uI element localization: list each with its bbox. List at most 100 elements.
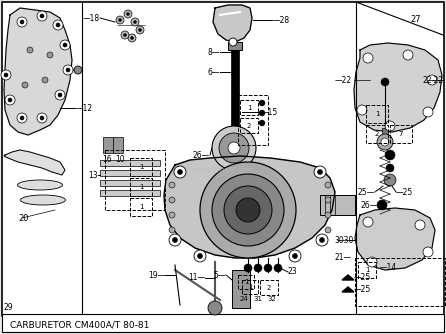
Text: 20: 20 — [18, 213, 29, 222]
Circle shape — [381, 78, 389, 86]
Circle shape — [124, 33, 127, 36]
Text: 31: 31 — [253, 296, 263, 302]
Circle shape — [385, 121, 395, 131]
Polygon shape — [4, 150, 65, 175]
Bar — [100, 160, 160, 166]
Circle shape — [198, 254, 202, 259]
Circle shape — [228, 142, 240, 154]
Circle shape — [385, 150, 395, 160]
Text: —28: —28 — [273, 15, 290, 24]
Circle shape — [139, 28, 141, 31]
Text: 26—: 26— — [361, 200, 378, 209]
Circle shape — [133, 20, 136, 23]
Bar — [2, 314, 444, 332]
Bar — [130, 198, 152, 216]
Circle shape — [325, 197, 331, 203]
Circle shape — [212, 174, 284, 246]
Bar — [320, 195, 355, 215]
Circle shape — [357, 105, 367, 115]
Circle shape — [274, 264, 282, 272]
Circle shape — [212, 126, 256, 170]
Circle shape — [377, 134, 393, 150]
Bar — [100, 170, 160, 176]
Bar — [103, 137, 113, 153]
Circle shape — [58, 93, 62, 97]
Circle shape — [124, 10, 132, 18]
Circle shape — [55, 90, 65, 100]
Bar — [130, 158, 152, 176]
Circle shape — [56, 23, 60, 27]
Text: www.cmsnl.com: www.cmsnl.com — [192, 166, 254, 174]
Circle shape — [128, 34, 136, 42]
Circle shape — [219, 133, 249, 163]
Text: 30—: 30— — [334, 235, 352, 244]
Circle shape — [415, 220, 425, 230]
Circle shape — [174, 166, 186, 178]
Bar — [240, 100, 258, 115]
Ellipse shape — [17, 180, 62, 190]
Bar — [232, 270, 250, 308]
Circle shape — [40, 116, 44, 120]
Bar — [382, 128, 388, 140]
Bar — [366, 125, 388, 143]
Circle shape — [121, 31, 129, 39]
Circle shape — [4, 73, 8, 77]
Text: 2: 2 — [375, 131, 379, 137]
Text: 11—: 11— — [188, 274, 205, 283]
Text: 27: 27 — [410, 15, 421, 24]
Circle shape — [8, 98, 12, 102]
Text: 6—: 6— — [207, 67, 220, 76]
Text: 24: 24 — [240, 296, 248, 302]
Circle shape — [127, 12, 129, 15]
Circle shape — [427, 75, 437, 85]
Polygon shape — [4, 8, 72, 135]
Polygon shape — [164, 156, 335, 258]
Circle shape — [264, 264, 272, 272]
Text: —18: —18 — [83, 13, 100, 22]
Circle shape — [363, 53, 373, 63]
Polygon shape — [355, 208, 435, 270]
Circle shape — [169, 182, 175, 188]
Text: 1: 1 — [244, 279, 248, 285]
Circle shape — [63, 43, 67, 47]
Circle shape — [178, 169, 182, 174]
Circle shape — [37, 113, 47, 123]
Text: 16: 16 — [102, 155, 112, 164]
Circle shape — [53, 20, 63, 30]
Text: —25: —25 — [354, 286, 371, 295]
Circle shape — [20, 20, 24, 24]
Text: 23: 23 — [288, 268, 297, 277]
Circle shape — [17, 113, 27, 123]
Circle shape — [363, 217, 373, 227]
Circle shape — [384, 174, 396, 186]
Circle shape — [40, 14, 44, 18]
Bar — [238, 275, 254, 289]
Circle shape — [316, 234, 328, 246]
Bar — [113, 137, 123, 153]
Text: 2: 2 — [247, 123, 251, 129]
Text: 25—: 25— — [358, 187, 375, 196]
Circle shape — [325, 227, 331, 233]
Circle shape — [173, 237, 178, 242]
Text: 13: 13 — [88, 170, 98, 179]
Circle shape — [318, 169, 322, 174]
Circle shape — [423, 107, 433, 117]
Circle shape — [136, 26, 144, 34]
Text: 1: 1 — [365, 267, 369, 273]
Circle shape — [314, 166, 326, 178]
Text: 1: 1 — [139, 184, 143, 190]
Circle shape — [5, 95, 15, 105]
Circle shape — [403, 50, 413, 60]
Text: 2: 2 — [267, 285, 271, 291]
Circle shape — [169, 234, 181, 246]
Circle shape — [63, 65, 73, 75]
Circle shape — [20, 116, 24, 120]
Text: 1: 1 — [139, 164, 143, 170]
Circle shape — [259, 120, 265, 126]
Polygon shape — [342, 287, 354, 292]
Circle shape — [116, 16, 124, 24]
Ellipse shape — [21, 195, 66, 205]
Text: 29: 29 — [4, 304, 14, 313]
Circle shape — [194, 250, 206, 262]
Circle shape — [229, 38, 237, 46]
